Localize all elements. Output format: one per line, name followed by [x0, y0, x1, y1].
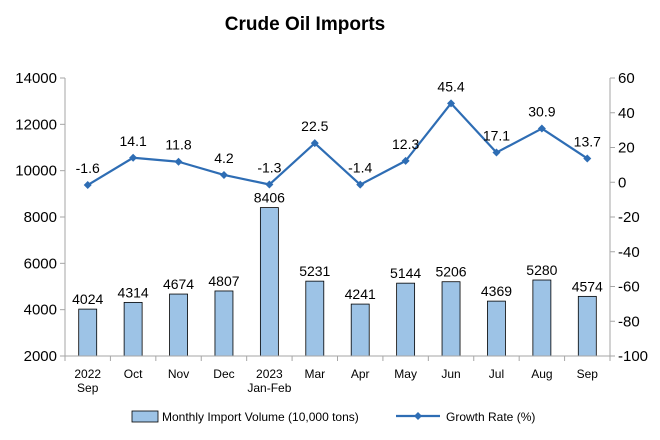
bar [441, 281, 461, 357]
bar [532, 279, 552, 357]
x-category-label: Dec [213, 367, 234, 381]
bar [487, 300, 506, 357]
right-tick-label: 40 [618, 105, 635, 122]
bar [123, 301, 143, 357]
bar [396, 282, 416, 357]
right-tick-label: 20 [618, 140, 635, 157]
left-tick-label: 12000 [15, 116, 57, 133]
line-point [174, 157, 183, 166]
x-category-label: Mar [304, 367, 325, 381]
left-tick-label: 2000 [24, 348, 57, 365]
legend-label-line: Growth Rate (%) [446, 410, 535, 424]
right-tick-label: -40 [618, 244, 640, 261]
bar [577, 295, 597, 357]
legend: Monthly Import Volume (10,000 tons) Grow… [131, 410, 535, 424]
line-value-label: 13.7 [574, 133, 601, 149]
line-value-label: -1.6 [76, 160, 100, 176]
line-point [83, 181, 92, 190]
line-point [583, 154, 592, 163]
x-category-label: May [394, 367, 417, 381]
bar-value-label: 4241 [345, 286, 376, 302]
left-tick-label: 6000 [24, 255, 57, 272]
bar-value-label: 5144 [390, 265, 421, 281]
growth-rate-line [87, 102, 588, 186]
line-value-label: 17.1 [483, 128, 510, 144]
line-value-label: -1.3 [257, 160, 281, 176]
bar-value-label: 4369 [481, 283, 512, 299]
x-category-label: Nov [168, 367, 189, 381]
left-tick-label: 10000 [15, 163, 57, 180]
bar [214, 290, 234, 357]
x-category-label: Jun [441, 367, 460, 381]
left-y-axis: 2000 4000 6000 8000 10000 12000 14000 [15, 70, 66, 365]
bar-series: 4024 4314 4674 4807 8406 5231 4241 5144 5206 4369… [72, 190, 603, 357]
chart-title: Crude Oil Imports [225, 14, 385, 35]
line-series: -1.6 14.1 11.8 4.2 -1.3 22.5 -1.4 12.3 45.4 17.1 3… [76, 78, 601, 190]
x-category-label: 2022 [74, 367, 101, 381]
bar [169, 293, 188, 357]
line-point [129, 153, 138, 162]
line-point [401, 156, 410, 165]
x-category-label: Jul [489, 367, 504, 381]
line-value-label: 30.9 [528, 104, 555, 120]
right-tick-label: -80 [618, 313, 640, 330]
line-point [447, 99, 456, 108]
line-value-label: 45.4 [437, 78, 464, 94]
right-tick-label: 0 [618, 174, 626, 191]
line-value-label: 12.3 [392, 136, 419, 152]
line-point [310, 139, 319, 148]
right-tick-label: -60 [618, 279, 640, 296]
x-category-label: Aug [531, 367, 552, 381]
right-tick-label: 60 [618, 70, 635, 87]
line-value-label: 4.2 [214, 150, 234, 166]
line-value-label: -1.4 [348, 160, 372, 176]
line-point [265, 180, 274, 189]
bar [78, 308, 98, 357]
x-category-label: Sep [77, 381, 99, 395]
x-category-label: Oct [124, 367, 143, 381]
bar-value-label: 4674 [163, 276, 194, 292]
bar-value-label: 4314 [118, 284, 149, 300]
x-category-label: Sep [577, 367, 599, 381]
bar-value-label: 4807 [208, 273, 239, 289]
line-point [492, 148, 501, 157]
left-tick-label: 4000 [24, 302, 57, 319]
right-tick-label: -20 [618, 209, 640, 226]
line-point [537, 124, 546, 133]
line-point [219, 170, 228, 179]
bar-value-label: 5280 [526, 262, 557, 278]
bar-value-label: 5231 [299, 263, 330, 279]
x-category-label: 2023 [256, 367, 283, 381]
line-value-label: 14.1 [120, 133, 147, 149]
right-tick-label: -100 [618, 348, 648, 365]
line-value-label: 11.8 [165, 137, 191, 153]
line-value-label: 22.5 [301, 118, 328, 134]
right-y-axis: -100 -80 -60 -40 -20 0 20 40 60 [609, 70, 648, 365]
legend-marker [414, 412, 422, 420]
legend-label-bar: Monthly Import Volume (10,000 tons) [162, 410, 359, 424]
bar-value-label: 4574 [572, 278, 603, 294]
bar-value-label: 5206 [435, 264, 466, 280]
left-tick-label: 14000 [15, 70, 57, 87]
x-category-label: Jan-Feb [247, 381, 291, 395]
bar [350, 303, 370, 357]
line-point [356, 180, 365, 189]
legend-swatch-bar [131, 410, 159, 423]
bar-value-label: 4024 [72, 291, 103, 307]
bar [305, 280, 325, 357]
x-category-label: Apr [351, 367, 370, 381]
left-tick-label: 8000 [24, 209, 57, 226]
bar-value-label: 8406 [254, 190, 285, 206]
bar [259, 207, 279, 357]
